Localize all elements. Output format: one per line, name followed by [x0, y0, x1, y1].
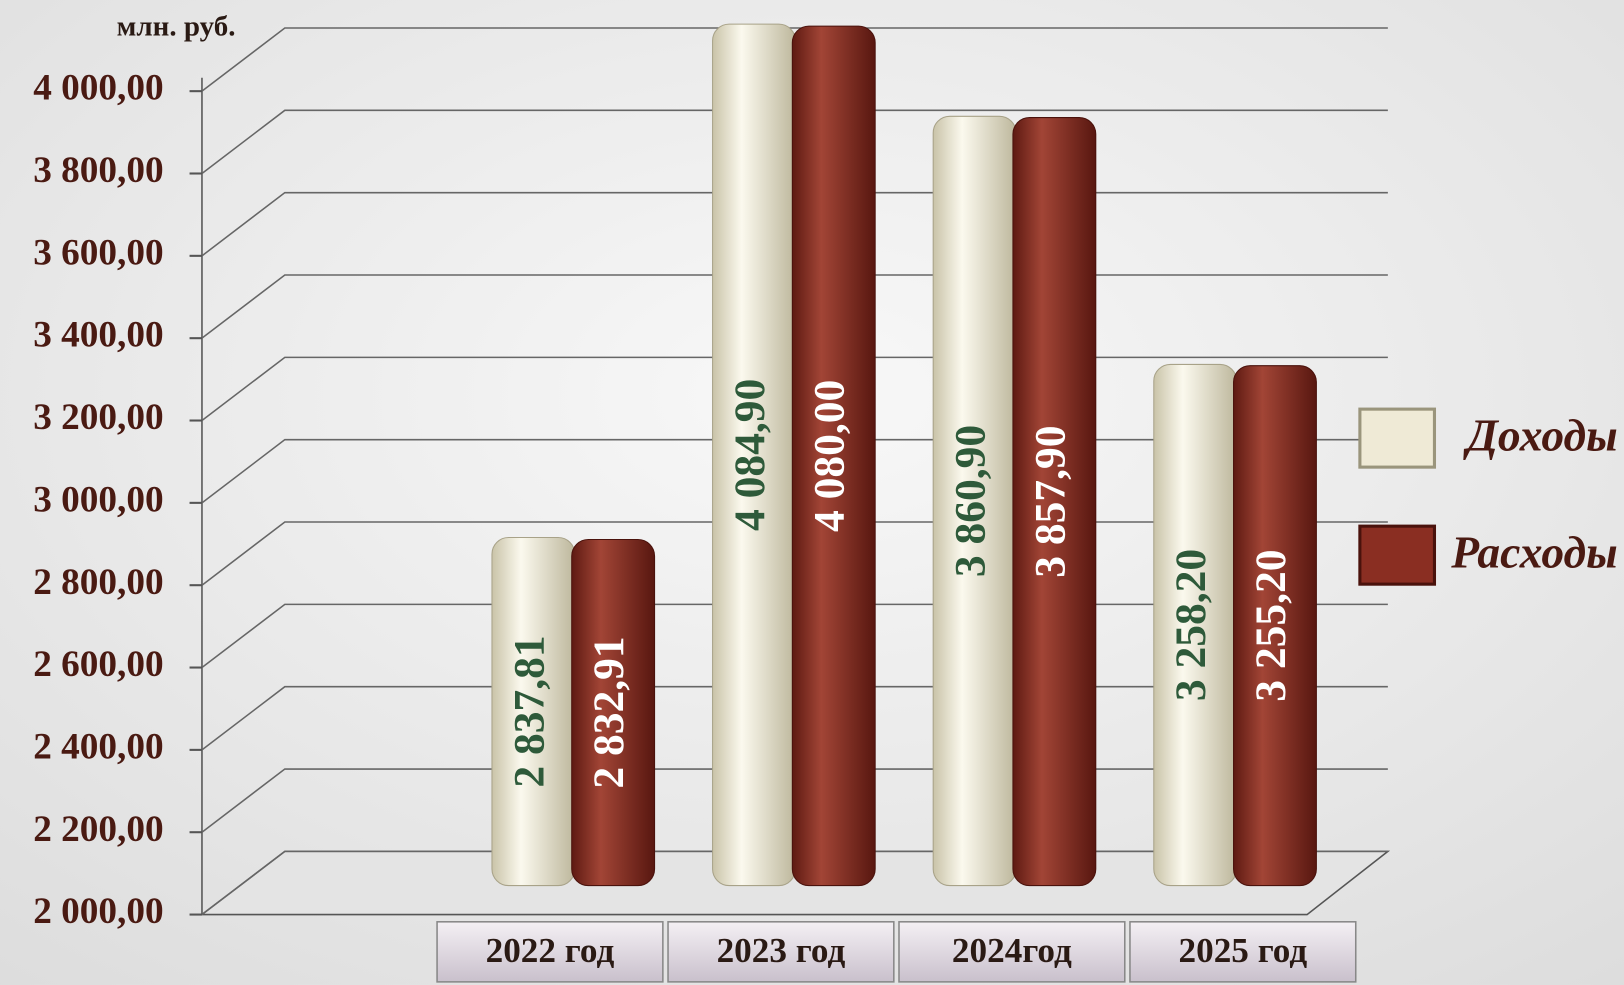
x-tick-label: 2025 год — [1178, 931, 1307, 970]
bar — [1233, 365, 1317, 887]
value-label: 2 832,91 — [585, 636, 633, 788]
value-label: 3 258,20 — [1167, 549, 1215, 701]
bar — [1012, 117, 1097, 887]
y-tick-label: 2 800,00 — [33, 562, 163, 603]
legend-label: Расходы — [1450, 527, 1618, 578]
y-tick-label: 2 600,00 — [33, 644, 163, 685]
y-tick-label: 4 000,00 — [33, 68, 163, 109]
x-tick-label: 2023 год — [717, 931, 846, 970]
y-tick-label: 2 400,00 — [33, 726, 163, 767]
legend-swatch — [1358, 407, 1437, 469]
value-label: 3 255,20 — [1247, 549, 1295, 701]
category-box — [898, 921, 1126, 983]
x-tick-label: 2024год — [952, 931, 1072, 970]
value-label: 3 860,90 — [947, 425, 995, 577]
grid-line — [201, 109, 1388, 175]
value-label: 4 080,00 — [806, 380, 854, 532]
value-label: 2 837,81 — [505, 635, 553, 787]
y-tick-label: 3 000,00 — [33, 479, 163, 520]
x-tick-label: 2022 год — [486, 931, 615, 970]
category-box — [667, 921, 895, 983]
legend-swatch — [1358, 524, 1437, 586]
y-tick-label: 3 600,00 — [33, 232, 163, 273]
value-label: 3 857,90 — [1026, 425, 1074, 577]
y-tick-label: 2 200,00 — [33, 809, 163, 850]
bar — [791, 25, 876, 887]
y-axis-label: млн. руб. — [117, 11, 236, 43]
category-box — [1129, 921, 1357, 983]
y-tick-label: 2 000,00 — [33, 891, 163, 932]
legend-label: Доходы — [1463, 410, 1618, 461]
grid-line — [201, 27, 1388, 92]
value-label: 4 084,90 — [726, 379, 774, 531]
bar — [571, 539, 656, 887]
category-box — [436, 921, 664, 983]
y-tick-label: 3 800,00 — [33, 150, 163, 191]
y-tick-label: 3 400,00 — [33, 315, 163, 356]
y-tick-label: 3 200,00 — [33, 397, 163, 438]
